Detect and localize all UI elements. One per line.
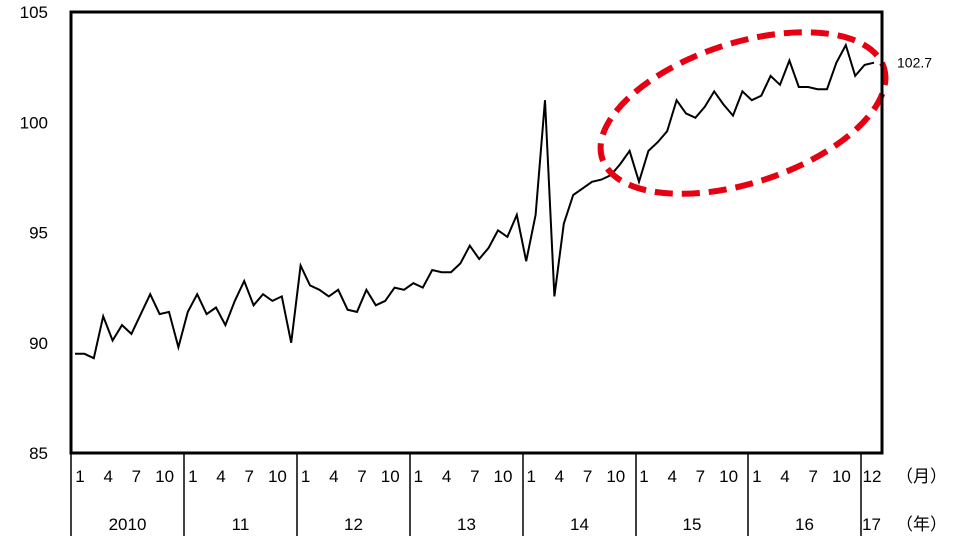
year-label: 14	[570, 515, 589, 534]
year-unit-label: （年）	[896, 515, 947, 534]
month-tick-label: 4	[780, 467, 789, 486]
month-tick-label: 10	[606, 467, 625, 486]
month-tick-label: 1	[752, 467, 761, 486]
month-tick-label: 1	[639, 467, 648, 486]
y-tick-label: 90	[29, 334, 48, 353]
y-tick-label: 105	[20, 3, 48, 22]
month-tick-label: 1	[301, 467, 310, 486]
month-tick-label: 1	[414, 467, 423, 486]
month-tick-label: 12	[863, 467, 882, 486]
month-tick-label: 10	[155, 467, 174, 486]
year-label: 13	[457, 515, 476, 534]
month-tick-label: 7	[470, 467, 479, 486]
month-tick-label: 10	[381, 467, 400, 486]
month-tick-label: 4	[555, 467, 564, 486]
month-tick-label: 10	[719, 467, 738, 486]
year-label: 17	[862, 515, 881, 534]
month-tick-label: 1	[75, 467, 84, 486]
series-line	[75, 42, 875, 360]
end-value-label: 102.7	[897, 55, 932, 71]
month-tick-label: 7	[696, 467, 705, 486]
month-tick-label: 4	[103, 467, 112, 486]
y-tick-label: 85	[29, 444, 48, 463]
month-tick-label: 7	[132, 467, 141, 486]
month-tick-label: 7	[357, 467, 366, 486]
year-label: 12	[344, 515, 363, 534]
month-tick-label: 4	[329, 467, 338, 486]
month-tick-label: 10	[494, 467, 513, 486]
month-tick-label: 7	[583, 467, 592, 486]
month-tick-label: 4	[667, 467, 676, 486]
month-unit-label: （月）	[896, 467, 947, 486]
year-label: 15	[683, 515, 702, 534]
year-label: 2010	[109, 515, 147, 534]
y-tick-label: 100	[20, 113, 48, 132]
highlight-annotation	[597, 29, 889, 197]
plot-area-frame	[69, 10, 884, 455]
month-tick-label: 7	[808, 467, 817, 486]
month-tick-label: 7	[244, 467, 253, 486]
month-tick-label: 4	[442, 467, 451, 486]
month-tick-label: 10	[832, 467, 851, 486]
y-axis-tick-labels: 105 100 95 90 85	[20, 3, 48, 463]
month-tick-label: 1	[188, 467, 197, 486]
series-group	[75, 42, 875, 360]
highlight-ellipse	[597, 29, 889, 197]
month-tick-label: 10	[268, 467, 287, 486]
year-label: 11	[232, 515, 250, 534]
month-tick-label: 4	[216, 467, 225, 486]
year-label: 16	[795, 515, 814, 534]
month-tick-label: 1	[526, 467, 535, 486]
y-tick-label: 95	[29, 224, 48, 243]
